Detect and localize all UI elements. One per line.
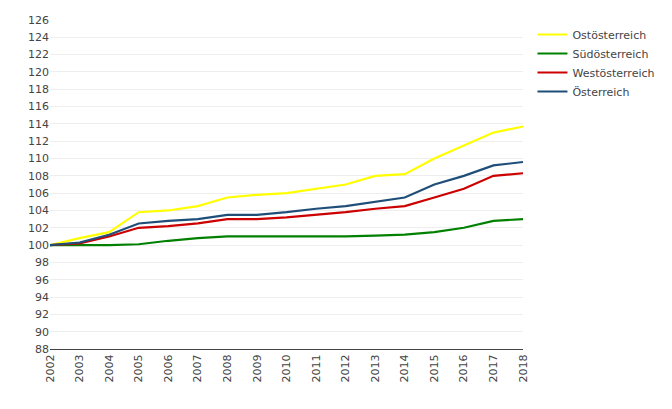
svg-text:Ostösterreich: Ostösterreich — [572, 29, 646, 42]
svg-text:2013: 2013 — [369, 354, 382, 382]
svg-text:120: 120 — [28, 66, 49, 79]
svg-text:2016: 2016 — [457, 354, 470, 382]
svg-text:2018: 2018 — [517, 354, 530, 382]
svg-text:126: 126 — [28, 14, 49, 27]
svg-text:98: 98 — [35, 256, 49, 269]
svg-text:Westösterreich: Westösterreich — [572, 67, 654, 80]
svg-text:Österreich: Österreich — [572, 86, 629, 99]
svg-text:2015: 2015 — [428, 354, 441, 382]
svg-text:118: 118 — [28, 83, 49, 96]
svg-text:116: 116 — [28, 100, 49, 113]
svg-text:108: 108 — [28, 170, 49, 183]
svg-text:2006: 2006 — [162, 354, 175, 382]
svg-text:100: 100 — [28, 239, 49, 252]
svg-text:104: 104 — [28, 204, 49, 217]
svg-text:2003: 2003 — [73, 354, 86, 382]
svg-text:114: 114 — [28, 118, 49, 131]
svg-text:2017: 2017 — [487, 354, 500, 382]
svg-text:90: 90 — [35, 326, 49, 339]
svg-text:88: 88 — [35, 343, 49, 356]
svg-text:102: 102 — [28, 222, 49, 235]
svg-text:106: 106 — [28, 187, 49, 200]
svg-text:2011: 2011 — [310, 354, 323, 382]
svg-text:2002: 2002 — [44, 354, 57, 382]
svg-text:124: 124 — [28, 31, 49, 44]
svg-text:2010: 2010 — [280, 354, 293, 382]
svg-text:2014: 2014 — [398, 354, 411, 382]
svg-text:2008: 2008 — [221, 354, 234, 382]
svg-text:2009: 2009 — [251, 354, 264, 382]
svg-text:92: 92 — [35, 308, 49, 321]
svg-text:Südösterreich: Südösterreich — [572, 48, 648, 61]
svg-text:2012: 2012 — [339, 354, 352, 382]
svg-text:96: 96 — [35, 274, 49, 287]
svg-text:94: 94 — [35, 291, 49, 304]
svg-text:2007: 2007 — [191, 354, 204, 382]
svg-text:112: 112 — [28, 135, 49, 148]
svg-text:110: 110 — [28, 152, 49, 165]
svg-text:2004: 2004 — [103, 354, 116, 382]
svg-text:2005: 2005 — [132, 354, 145, 382]
svg-text:122: 122 — [28, 48, 49, 61]
